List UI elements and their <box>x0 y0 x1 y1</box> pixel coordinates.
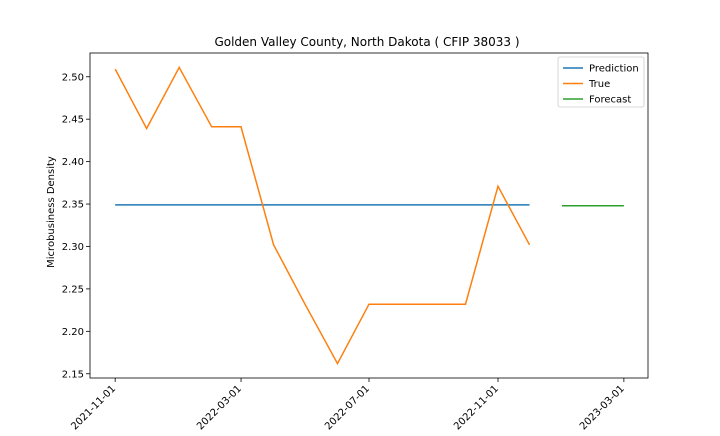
x-tick-label: 2021-11-01 <box>69 383 118 432</box>
x-tick-label: 2023-03-01 <box>578 383 627 432</box>
y-tick-label: 2.40 <box>62 157 84 168</box>
y-tick-label: 2.35 <box>62 200 84 211</box>
chart-title: Golden Valley County, North Dakota ( CFI… <box>214 35 519 49</box>
y-tick-label: 2.20 <box>62 327 84 338</box>
legend-label-true: True <box>588 79 610 90</box>
x-tick-label: 2022-11-01 <box>452 383 501 432</box>
x-tick-label: 2022-07-01 <box>323 383 372 432</box>
series-line-true <box>114 65 531 366</box>
y-axis-label: Microbusiness Density <box>46 156 57 268</box>
y-tick-label: 2.50 <box>62 72 84 83</box>
legend-label-prediction: Prediction <box>589 64 639 75</box>
y-axis: 2.15 2.20 2.25 2.30 2.35 2.40 2.45 2.50 <box>62 72 90 380</box>
legend: Prediction True Forecast <box>557 56 645 108</box>
legend-box <box>557 56 645 108</box>
x-tick-label: 2022-03-01 <box>195 383 244 432</box>
x-axis: 2021-11-01 2022-03-01 2022-07-01 2022-11-01… <box>69 378 627 432</box>
y-tick-label: 2.15 <box>62 369 84 380</box>
y-tick-label: 2.45 <box>62 115 84 126</box>
y-tick-label: 2.30 <box>62 242 84 253</box>
y-tick-label: 2.25 <box>62 284 84 295</box>
legend-label-forecast: Forecast <box>589 95 631 106</box>
